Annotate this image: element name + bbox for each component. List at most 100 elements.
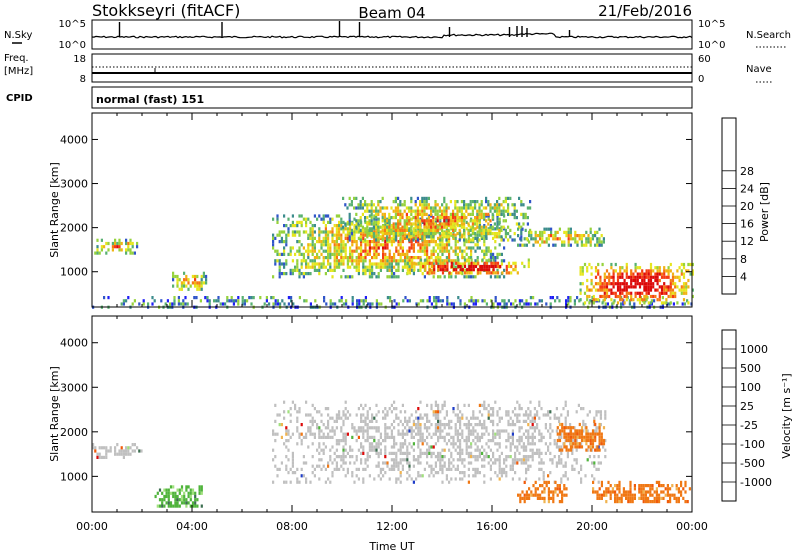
heatmap-cell bbox=[322, 243, 325, 247]
heatmap-cell bbox=[169, 501, 173, 505]
heatmap-cell bbox=[529, 419, 532, 423]
heatmap-cell bbox=[443, 216, 446, 220]
heatmap-cell bbox=[403, 200, 406, 204]
heatmap-cell bbox=[434, 403, 437, 407]
heatmap-cell bbox=[276, 413, 279, 417]
heatmap-cell bbox=[394, 235, 397, 239]
heatmap-cell bbox=[623, 282, 626, 286]
heatmap-cell bbox=[372, 232, 375, 236]
heatmap-cell bbox=[433, 299, 436, 303]
heatmap-cell bbox=[165, 494, 168, 499]
heatmap-cell bbox=[577, 471, 580, 475]
heatmap-cell bbox=[377, 272, 380, 276]
heatmap-cell bbox=[607, 480, 610, 484]
heatmap-cell bbox=[472, 275, 475, 279]
heatmap-cell bbox=[450, 259, 453, 263]
heatmap-cell bbox=[515, 209, 518, 213]
heatmap-cell bbox=[287, 439, 290, 443]
heatmap-cell bbox=[478, 212, 481, 216]
heatmap-cell bbox=[492, 419, 495, 423]
heatmap-cell bbox=[335, 227, 338, 231]
heatmap-cell bbox=[476, 219, 479, 223]
heatmap-cell bbox=[169, 504, 173, 508]
heatmap-cell bbox=[364, 403, 367, 407]
heatmap-cell bbox=[470, 451, 473, 455]
heatmap-cell bbox=[437, 439, 440, 443]
heatmap-cell bbox=[412, 435, 415, 439]
x-tick-label: 00:00 bbox=[676, 520, 708, 533]
heatmap-cell bbox=[459, 426, 462, 430]
heatmap-cell bbox=[449, 219, 452, 223]
heatmap-cell bbox=[647, 288, 650, 292]
heatmap-cell bbox=[322, 265, 325, 269]
heatmap-cell bbox=[545, 240, 548, 244]
heatmap-cell bbox=[669, 496, 672, 500]
heatmap-cell bbox=[355, 196, 358, 200]
heatmap-cell bbox=[580, 237, 583, 241]
heatmap-cell bbox=[590, 266, 593, 270]
heatmap-cell bbox=[441, 252, 444, 256]
heatmap-cell bbox=[430, 271, 434, 275]
heatmap-cell bbox=[467, 232, 470, 236]
heatmap-cell bbox=[654, 288, 657, 292]
heatmap-cell bbox=[333, 429, 336, 433]
heatmap-cell bbox=[167, 488, 170, 492]
heatmap-cell bbox=[649, 490, 652, 494]
heatmap-cell bbox=[586, 413, 589, 417]
heatmap-cell bbox=[441, 271, 445, 275]
heatmap-cell bbox=[394, 228, 397, 232]
heatmap-cell bbox=[96, 251, 99, 255]
heatmap-cell bbox=[660, 490, 663, 494]
heatmap-cell bbox=[324, 445, 327, 449]
heatmap-cell bbox=[459, 448, 462, 452]
heatmap-cell bbox=[597, 467, 600, 471]
heatmap-cell bbox=[691, 294, 694, 299]
heatmap-cell bbox=[482, 228, 485, 232]
heatmap-cell bbox=[591, 448, 594, 452]
heatmap-cell bbox=[536, 426, 539, 430]
heatmap-cell bbox=[386, 243, 389, 247]
heatmap-cell bbox=[351, 448, 354, 452]
heatmap-cell bbox=[518, 426, 521, 430]
heatmap-cell bbox=[111, 241, 114, 246]
heatmap-cell bbox=[348, 212, 351, 216]
heatmap-cell bbox=[547, 410, 550, 414]
heatmap-cell bbox=[228, 299, 231, 303]
heatmap-cell bbox=[114, 449, 117, 453]
heatmap-cell bbox=[397, 275, 400, 279]
heatmap-cell bbox=[597, 282, 600, 286]
heatmap-cell bbox=[397, 203, 400, 207]
heatmap-cell bbox=[107, 241, 110, 246]
heatmap-cell bbox=[425, 196, 428, 200]
heatmap-cell bbox=[494, 432, 497, 436]
heatmap-cell bbox=[425, 225, 428, 229]
heatmap-cell bbox=[371, 302, 374, 306]
heatmap-cell bbox=[517, 227, 520, 231]
heatmap-cell bbox=[456, 212, 459, 216]
heatmap-cell bbox=[684, 490, 687, 494]
heatmap-cell bbox=[324, 467, 327, 471]
heatmap-cell bbox=[452, 458, 455, 462]
heatmap-cell bbox=[653, 500, 656, 504]
heatmap-cell bbox=[483, 299, 486, 303]
heatmap-cell bbox=[129, 248, 132, 252]
heatmap-cell bbox=[498, 212, 501, 216]
heatmap-cell bbox=[638, 496, 641, 500]
heatmap-cell bbox=[443, 235, 446, 239]
heatmap-cell bbox=[485, 268, 489, 272]
heatmap-cell bbox=[423, 275, 426, 279]
heatmap-cell bbox=[371, 262, 374, 266]
heatmap-cell bbox=[540, 439, 543, 443]
heatmap-cell bbox=[432, 246, 435, 250]
heatmap-cell bbox=[412, 458, 415, 462]
heatmap-cell bbox=[483, 426, 486, 430]
heatmap-cell bbox=[427, 232, 430, 236]
heatmap-cell bbox=[406, 271, 409, 275]
heatmap-cell bbox=[500, 451, 503, 455]
heatmap-cell bbox=[415, 477, 418, 481]
heatmap-cell bbox=[298, 220, 301, 224]
heatmap-cell bbox=[386, 238, 389, 242]
heatmap-cell bbox=[469, 219, 472, 223]
